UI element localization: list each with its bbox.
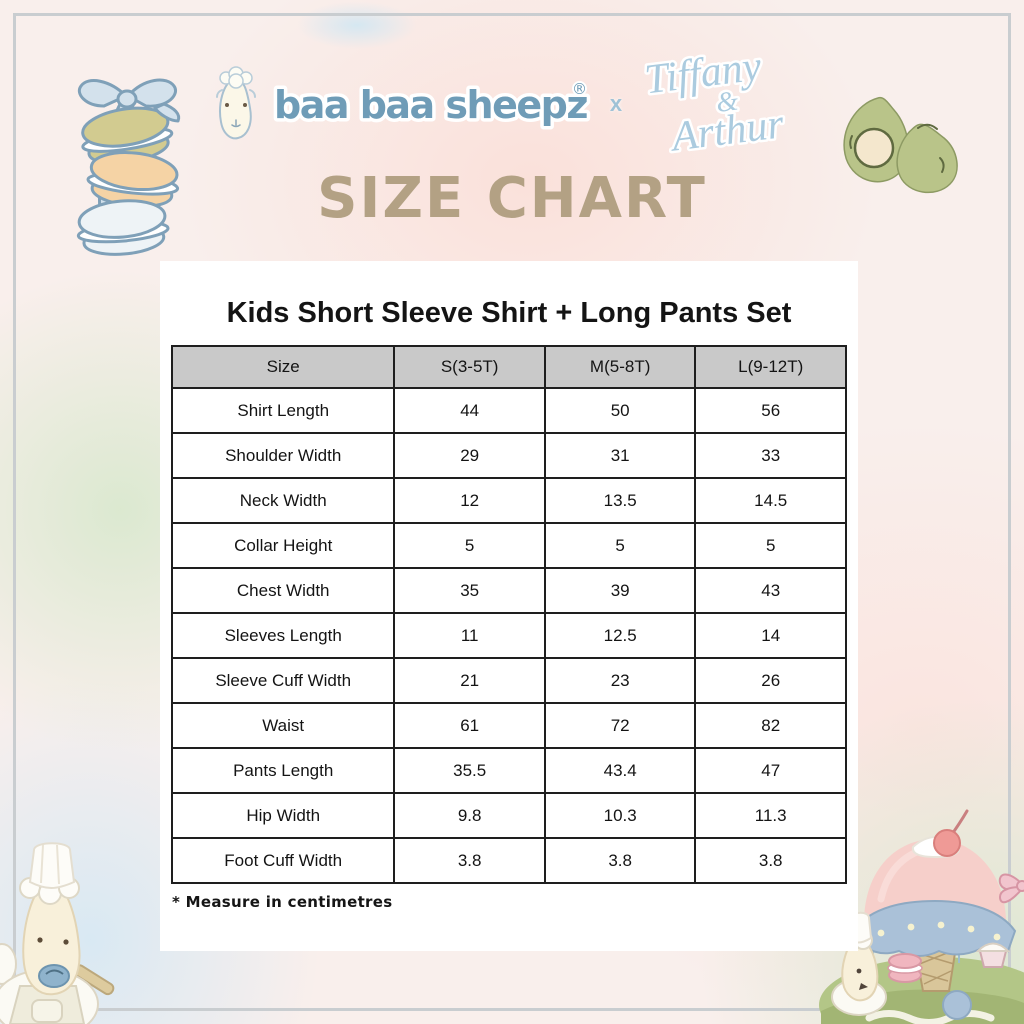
row-label: Waist (170, 702, 396, 749)
cell-l: 11.3 (694, 792, 847, 839)
table-row: Neck Width 12 13.5 14.5 (170, 477, 847, 524)
icecream-carousel-icon (819, 809, 1024, 1024)
cell-s: 5 (393, 522, 546, 569)
size-chart-table: Size S(3-5T) M(5-8T) L(9-12T) Shirt Leng… (170, 345, 847, 884)
row-label: Shirt Length (170, 387, 396, 434)
cell-m: 13.5 (543, 477, 697, 524)
column-header-m: M(5-8T) (543, 345, 697, 389)
pink-bow-icon (998, 873, 1024, 904)
row-label: Neck Width (170, 477, 396, 524)
content-panel: Kids Short Sleeve Shirt + Long Pants Set… (160, 261, 858, 951)
cell-m: 23 (543, 657, 697, 704)
row-label: Hip Width (170, 792, 396, 839)
table-row: Pants Length 35.5 43.4 47 (170, 747, 847, 794)
pink-bow-illustration (998, 864, 1024, 912)
chef-sheep-icon (0, 842, 115, 1024)
table-title: Kids Short Sleeve Shirt + Long Pants Set (226, 297, 792, 329)
cell-m: 5 (543, 522, 697, 569)
table-row: Hip Width 9.8 10.3 11.3 (170, 792, 847, 839)
sheep-mascot-icon (215, 66, 256, 140)
cell-l: 33 (694, 432, 847, 479)
collab-logo: Tiffany & Arthur (634, 38, 815, 163)
column-header-s: S(3-5T) (393, 345, 546, 389)
icecream-carousel-illustration (809, 799, 1024, 1024)
table-row: Foot Cuff Width 3.8 3.8 3.8 (170, 837, 847, 884)
cell-l: 5 (694, 522, 847, 569)
table-row: Sleeve Cuff Width 21 23 26 (170, 657, 847, 704)
cell-m: 43.4 (543, 747, 697, 794)
brand-logo-text: baa baa sheepz (274, 83, 587, 127)
cell-l: 56 (694, 387, 847, 434)
cell-l: 14 (694, 612, 847, 659)
page-title: SIZE CHART (317, 166, 707, 231)
cell-s: 35.5 (393, 747, 546, 794)
table-row: Sleeves Length 11 12.5 14 (170, 612, 847, 659)
row-label: Pants Length (170, 747, 396, 794)
cell-l: 14.5 (694, 477, 847, 524)
cell-l: 43 (694, 567, 847, 614)
cell-m: 39 (543, 567, 697, 614)
cell-l: 82 (694, 702, 847, 749)
table-row: Collar Height 5 5 5 (170, 522, 847, 569)
cell-m: 10.3 (543, 792, 697, 839)
brand-logo: baa baa sheepz ® (270, 78, 592, 131)
collab-separator: x (609, 91, 623, 116)
cell-m: 3.8 (543, 837, 697, 884)
cell-s: 61 (393, 702, 546, 749)
table-row: Shirt Length 44 50 56 (170, 387, 847, 434)
cell-l: 26 (694, 657, 847, 704)
row-label: Collar Height (170, 522, 396, 569)
column-header-l: L(9-12T) (694, 345, 847, 389)
table-header-row: Size S(3-5T) M(5-8T) L(9-12T) (170, 345, 847, 389)
row-label: Sleeve Cuff Width (170, 657, 396, 704)
cell-s: 11 (393, 612, 546, 659)
cell-s: 29 (393, 432, 546, 479)
header-logo-group: baa baa sheepz ® x Tiffany & Arthur (0, 41, 1024, 164)
table-row: Chest Width 35 39 43 (170, 567, 847, 614)
cell-s: 3.8 (393, 837, 546, 884)
table-row: Waist 61 72 82 (170, 702, 847, 749)
collab-line1: Tiffany (642, 44, 764, 104)
row-label: Chest Width (170, 567, 396, 614)
macaron-stack-icon (76, 78, 181, 256)
macaron-stack-illustration (52, 68, 202, 256)
cell-m: 12.5 (543, 612, 697, 659)
registered-mark: ® (572, 80, 587, 98)
cell-m: 72 (543, 702, 697, 749)
cell-m: 50 (543, 387, 697, 434)
cell-l: 47 (694, 747, 847, 794)
cell-s: 9.8 (393, 792, 546, 839)
row-label: Shoulder Width (170, 432, 396, 479)
cell-s: 12 (393, 477, 546, 524)
tiffany-arthur-logo: Tiffany & Arthur (640, 41, 790, 163)
cell-s: 44 (393, 387, 546, 434)
collab-line2: Arthur (667, 101, 787, 161)
chef-sheep-illustration (0, 836, 128, 1024)
cell-s: 35 (393, 567, 546, 614)
avocado-illustration (832, 92, 962, 204)
row-label: Foot Cuff Width (170, 837, 396, 884)
avocado-icon (843, 96, 958, 194)
cell-s: 21 (393, 657, 546, 704)
row-label: Sleeves Length (170, 612, 396, 659)
cell-l: 3.8 (694, 837, 847, 884)
collab-ampersand: & (715, 86, 741, 119)
measurement-footnote: * Measure in centimetres (172, 893, 393, 911)
column-header-size: Size (170, 345, 396, 389)
table-row: Shoulder Width 29 31 33 (170, 432, 847, 479)
cell-m: 31 (543, 432, 697, 479)
